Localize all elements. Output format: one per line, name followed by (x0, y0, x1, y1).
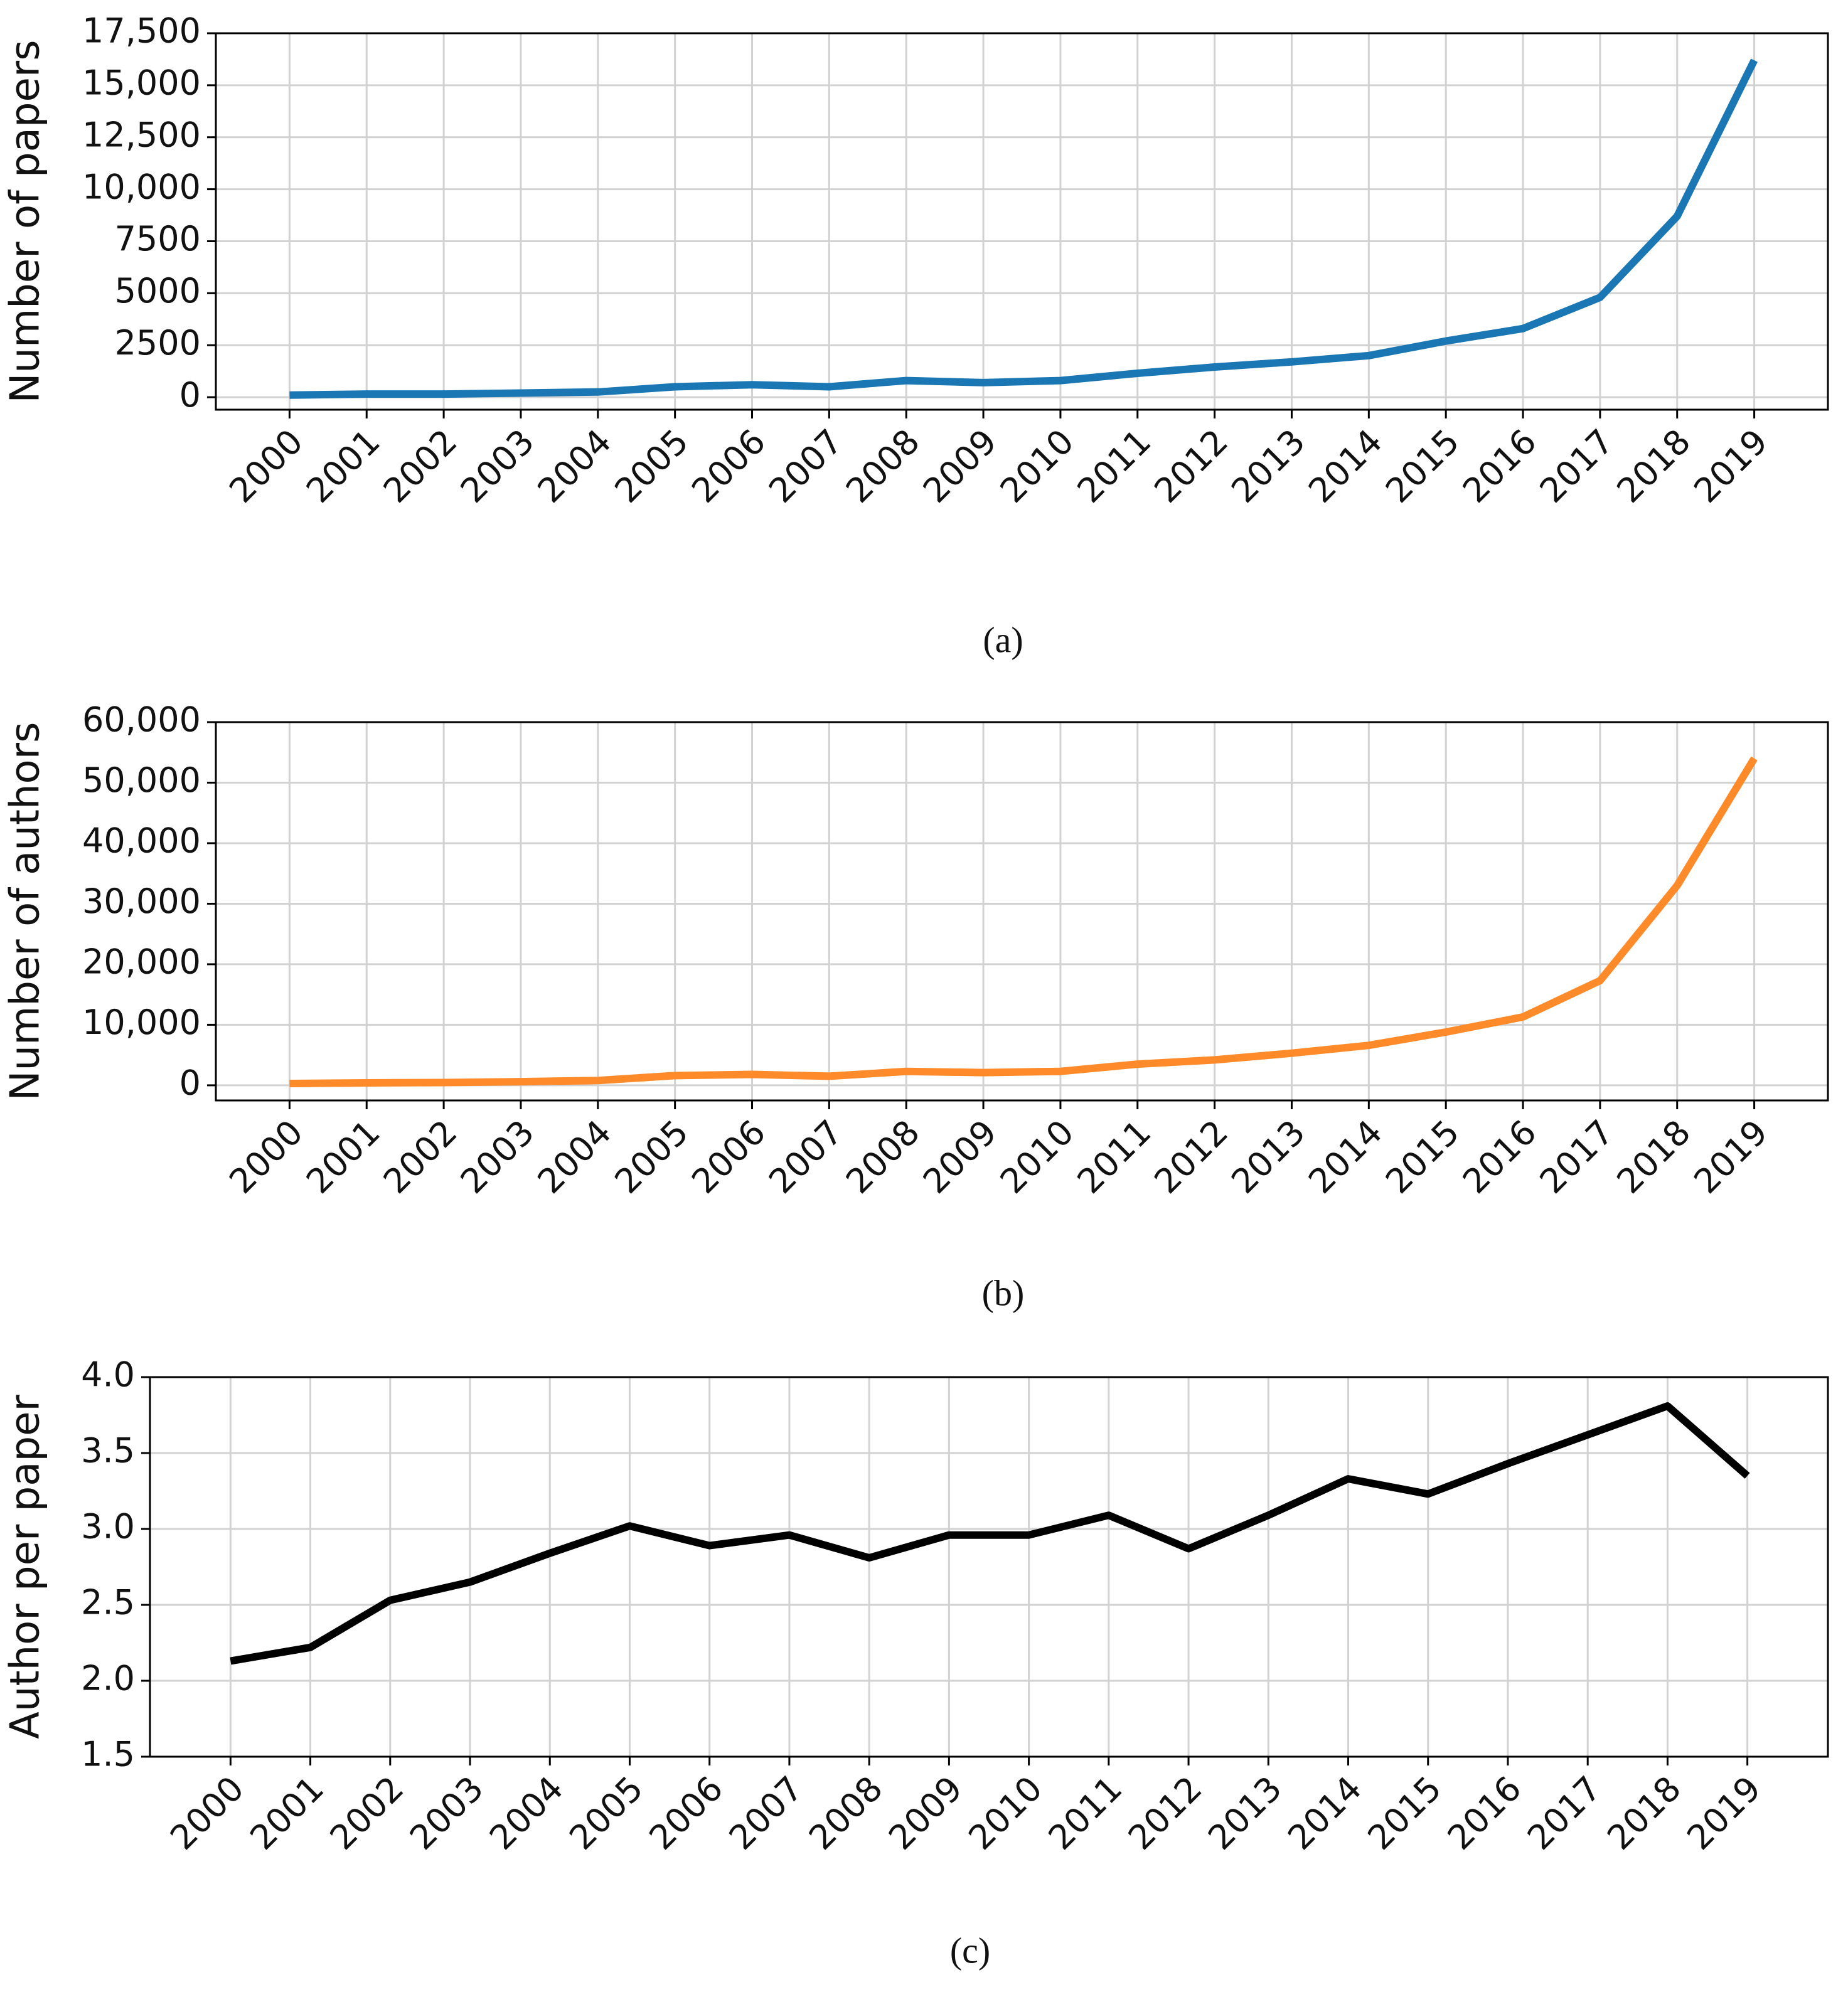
y-tick-label: 10,000 (82, 1003, 201, 1042)
y-axis-label: Number of authors (3, 722, 49, 1101)
y-tick-label: 3.5 (81, 1431, 135, 1471)
y-tick-label: 7500 (115, 219, 201, 258)
y-tick-label: 2500 (115, 323, 201, 363)
y-tick-label: 2.0 (81, 1659, 135, 1698)
y-tick-label: 12,500 (82, 115, 201, 154)
y-tick-label: 4.0 (81, 1355, 135, 1395)
data-line (289, 58, 1758, 399)
caption: (c) (950, 1930, 990, 1971)
caption: (a) (983, 619, 1023, 660)
y-tick-label: 2.5 (81, 1583, 135, 1622)
caption: (b) (982, 1272, 1025, 1313)
y-tick-label: 40,000 (82, 821, 201, 861)
y-tick-label: 0 (179, 1063, 201, 1103)
data-line (289, 756, 1758, 1087)
y-tick-label: 15,000 (82, 63, 201, 103)
y-tick-label: 17,500 (82, 11, 201, 51)
y-tick-label: 5000 (115, 271, 201, 311)
plot-frame (215, 721, 1829, 1102)
y-tick-label: 0 (179, 375, 201, 415)
y-tick-label: 20,000 (82, 942, 201, 982)
y-tick-label: 3.0 (81, 1507, 135, 1547)
y-axis-label: Number of papers (3, 40, 49, 403)
y-tick-label: 30,000 (82, 881, 201, 921)
y-axis-label: Author per paper (3, 1395, 49, 1739)
y-tick-label: 60,000 (82, 700, 201, 740)
y-tick-label: 50,000 (82, 760, 201, 800)
data-line (230, 1402, 1750, 1665)
plot-frame (215, 32, 1829, 411)
y-tick-label: 10,000 (82, 167, 201, 206)
plot-frame (149, 1376, 1829, 1758)
y-tick-label: 1.5 (81, 1735, 135, 1774)
